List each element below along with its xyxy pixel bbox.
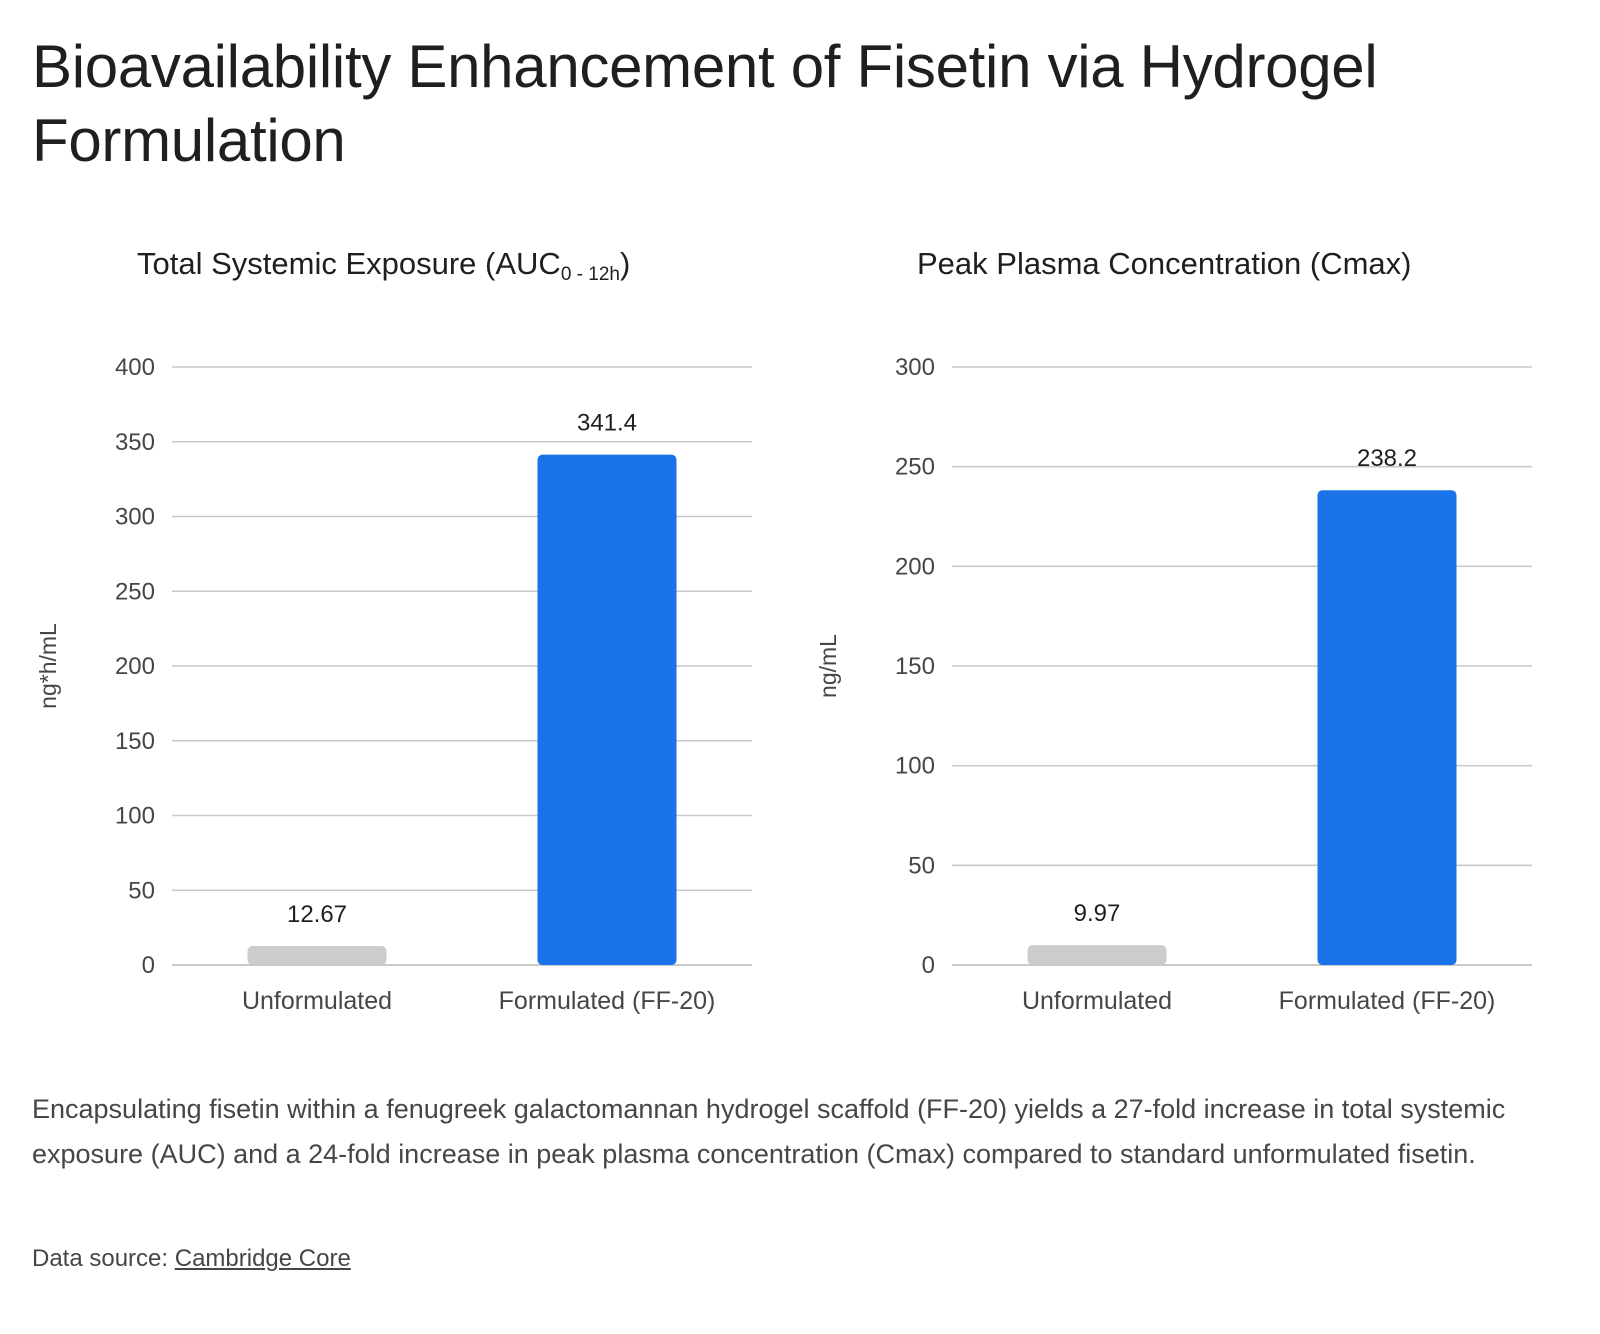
auc-y-tick-label: 150: [115, 728, 155, 755]
auc-title: Total Systemic Exposure (AUC0 - 12h): [137, 246, 630, 285]
auc-title-suffix: ): [620, 246, 630, 281]
cmax-y-tick-label: 200: [895, 553, 935, 580]
auc-data-label-1: 341.4: [577, 410, 637, 437]
data-source-prefix: Data source:: [32, 1245, 175, 1272]
cmax-title: Peak Plasma Concentration (Cmax): [917, 246, 1411, 281]
chart-auc: Total Systemic Exposure (AUC0 - 12h) 0 50 1…: [20, 230, 800, 1050]
data-source: Data source: Cambridge Core: [32, 1243, 351, 1275]
chart-auc-svg: Total Systemic Exposure (AUC0 - 12h) 0 50 1…: [35, 246, 752, 1015]
cmax-data-label-0: 9.97: [1074, 900, 1121, 927]
cmax-bar-0: [1027, 945, 1167, 965]
auc-y-tick-label: 300: [115, 504, 155, 531]
auc-category-label-0: Unformulated: [242, 987, 392, 1015]
auc-bar-0: [247, 946, 387, 965]
cmax-y-axis-title: ng/mL: [815, 634, 841, 698]
auc-category-label-1: Formulated (FF-20): [499, 987, 716, 1015]
chart-caption: Encapsulating fisetin within a fenugreek…: [32, 1094, 1506, 1169]
cmax-y-tick-label: 300: [895, 354, 935, 381]
data-source-link[interactable]: Cambridge Core: [174, 1245, 351, 1272]
page-title: Bioavailability Enhancement of Fisetin v…: [32, 33, 1378, 174]
auc-y-tick-label: 250: [115, 578, 155, 605]
cmax-y-tick-label: 50: [908, 852, 935, 879]
auc-data-label-0: 12.67: [287, 901, 347, 928]
auc-y-axis-title: ng*h/mL: [35, 623, 61, 709]
cmax-title-main: Peak Plasma Concentration (Cmax): [917, 246, 1411, 281]
cmax-y-tick-label: 250: [895, 454, 935, 481]
auc-y-tick-label: 50: [128, 877, 155, 904]
cmax-y-tick-label: 100: [895, 753, 935, 780]
cmax-y-tick-label: 150: [895, 653, 935, 680]
chart-cmax: Peak Plasma Concentration (Cmax) 0 50 100 15…: [800, 230, 1580, 1050]
cmax-bar-1: [1317, 490, 1457, 965]
cmax-data-label-1: 238.2: [1357, 445, 1417, 472]
cmax-category-label-1: Formulated (FF-20): [1279, 987, 1496, 1015]
auc-bar-1: [537, 454, 677, 965]
auc-y-tick-label: 100: [115, 803, 155, 830]
auc-y-tick-label: 0: [142, 952, 155, 979]
auc-y-tick-label: 350: [115, 429, 155, 456]
chart-cmax-svg: Peak Plasma Concentration (Cmax) 0 50 100 15…: [815, 246, 1532, 1015]
auc-title-subscript: 0 - 12h: [561, 264, 620, 285]
auc-title-main: Total Systemic Exposure (AUC: [137, 246, 561, 281]
auc-y-tick-label: 400: [115, 354, 155, 381]
auc-y-tick-label: 200: [115, 653, 155, 680]
cmax-category-label-0: Unformulated: [1022, 987, 1172, 1015]
cmax-y-tick-label: 0: [922, 952, 935, 979]
